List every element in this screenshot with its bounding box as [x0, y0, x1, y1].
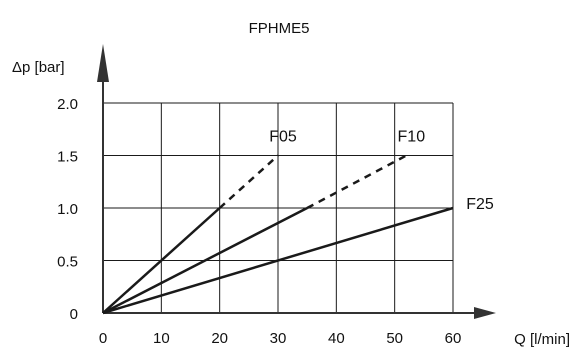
- x-axis-arrow: [474, 307, 496, 319]
- series-dashed-f05: [218, 154, 279, 209]
- x-tick-label: 20: [211, 330, 228, 347]
- series-line-f10: [102, 206, 308, 315]
- y-axis-label: Δp [bar]: [12, 59, 65, 76]
- series-line-f25: [102, 206, 454, 315]
- x-tick-label: 60: [445, 330, 462, 347]
- y-axis-arrow: [97, 44, 109, 82]
- axes: [97, 44, 496, 319]
- x-tick-label: 0: [99, 330, 107, 347]
- y-tick-label: 2.0: [57, 96, 78, 113]
- y-tick-label: 0.5: [57, 254, 78, 271]
- x-tick-label: 40: [328, 330, 345, 347]
- y-tick-label: 0: [70, 306, 78, 323]
- series-line-f05: [102, 207, 221, 314]
- chart-title: FPHME5: [249, 20, 310, 37]
- series-label-f05: F05: [269, 129, 297, 146]
- series-labels: F05 F10 F25: [269, 129, 494, 214]
- x-tick-label: 10: [153, 330, 170, 347]
- x-tick-label: 30: [270, 330, 287, 347]
- y-tick-label: 1.0: [57, 201, 78, 218]
- y-tick-label: 1.5: [57, 149, 78, 166]
- series-label-f10: F10: [398, 129, 426, 146]
- x-tick-label: 50: [386, 330, 403, 347]
- series-dashed-f10: [306, 154, 407, 210]
- x-tick-labels: 0 10 20 30 40 50 60: [99, 330, 462, 347]
- x-axis-label: Q [l/min]: [514, 331, 570, 348]
- series: [102, 154, 454, 315]
- y-tick-labels: 0 0.5 1.0 1.5 2.0: [57, 96, 78, 323]
- series-label-f25: F25: [466, 196, 494, 213]
